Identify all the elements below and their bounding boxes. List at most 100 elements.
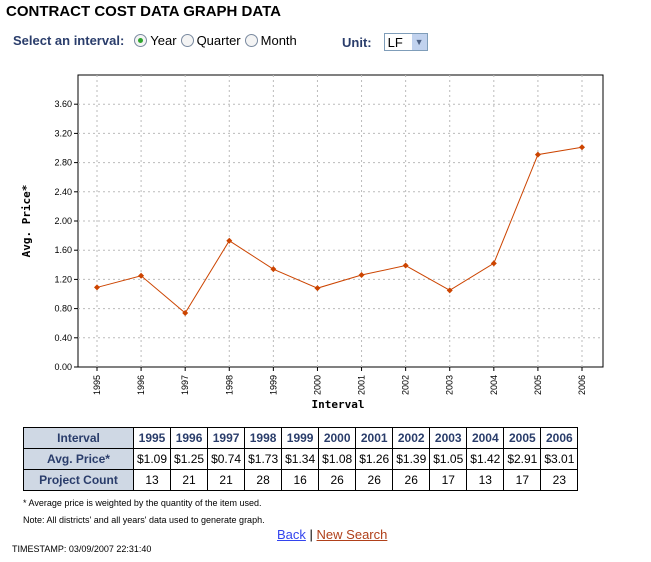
table-cell: 2003 [429, 427, 468, 449]
y-tick-label: 3.60 [54, 99, 72, 109]
table-cell: 17 [429, 469, 468, 491]
timestamp: TIMESTAMP: 03/09/2007 22:31:40 [12, 544, 152, 554]
x-tick-label: 1996 [136, 375, 146, 395]
table-cell: 23 [540, 469, 579, 491]
x-tick-label: 2001 [357, 375, 367, 395]
series-line [96, 146, 583, 314]
data-point [270, 266, 277, 273]
y-tick-label: 3.20 [54, 128, 72, 138]
table-cell: $1.05 [429, 448, 468, 470]
data-point [446, 287, 453, 294]
table-cell: $0.74 [207, 448, 246, 470]
table-cell: $1.39 [392, 448, 431, 470]
table-row: Avg. Price* $1.09 $1.25 $0.74 $1.73 $1.34 $1.0… [23, 448, 579, 470]
radio-month[interactable] [244, 34, 258, 47]
y-tick-label: 2.40 [54, 187, 72, 197]
table-cell: $1.08 [318, 448, 357, 470]
data-point [94, 284, 100, 291]
x-tick-label: 2005 [533, 375, 543, 395]
table-cell: 2006 [540, 427, 579, 449]
table-cell: 1998 [244, 427, 283, 449]
x-tick-label: 1995 [92, 375, 102, 395]
unit-value: LF [387, 34, 403, 50]
table-cell: 13 [132, 469, 172, 491]
y-tick-label: 2.00 [54, 216, 72, 226]
footnote-weighted: * Average price is weighted by the quant… [23, 498, 262, 508]
radio-quarter-label[interactable]: Quarter [196, 33, 241, 48]
table-cell: $1.25 [170, 448, 209, 470]
table-cell: 2002 [392, 427, 431, 449]
nav-links: Back | New Search [277, 527, 387, 542]
x-tick-label: 1999 [268, 375, 278, 395]
data-point [138, 272, 145, 279]
table-cell: 2001 [355, 427, 394, 449]
unit-select[interactable]: LF ▼ [383, 33, 428, 51]
back-link[interactable]: Back [277, 527, 306, 542]
table-cell: $1.09 [132, 448, 172, 470]
radio-quarter[interactable] [180, 34, 194, 47]
x-tick-label: 2004 [489, 375, 499, 395]
y-tick-label: 0.40 [54, 333, 72, 343]
table-cell: 21 [170, 469, 209, 491]
table-cell: 26 [355, 469, 394, 491]
y-tick-label: 0.00 [54, 362, 72, 372]
table-cell: $3.01 [540, 448, 579, 470]
row-header: Project Count [23, 469, 134, 491]
table-cell: $1.34 [281, 448, 320, 470]
table-cell: 21 [207, 469, 246, 491]
table-cell: 2005 [503, 427, 542, 449]
x-tick-label: 2003 [445, 375, 455, 395]
table-cell: 17 [503, 469, 542, 491]
data-point [358, 272, 365, 279]
new-search-link[interactable]: New Search [316, 527, 388, 542]
y-tick-label: 2.80 [54, 158, 72, 168]
data-point [182, 309, 189, 316]
chevron-down-icon[interactable]: ▼ [411, 34, 427, 50]
table-cell: 1996 [170, 427, 209, 449]
table-cell: $1.26 [355, 448, 394, 470]
row-header: Avg. Price* [23, 448, 134, 470]
x-tick-label: 1997 [180, 375, 190, 395]
plot-area [77, 74, 604, 368]
data-point [314, 285, 321, 292]
table-cell: 28 [244, 469, 283, 491]
table-row: Interval 1995 1996 1997 1998 1999 2000 2001 2002… [23, 427, 579, 449]
x-tick-label: 1998 [224, 375, 234, 395]
interval-selector: Select an interval: Year Quarter Month [13, 33, 297, 48]
table-cell: 1999 [281, 427, 320, 449]
x-tick-label: 2002 [401, 375, 411, 395]
table-cell: 13 [466, 469, 505, 491]
data-point [402, 262, 409, 269]
radio-year[interactable] [134, 34, 148, 47]
table-cell: $2.91 [503, 448, 542, 470]
unit-selector: Unit: LF ▼ [342, 33, 428, 51]
table-cell: $1.42 [466, 448, 505, 470]
price-chart: 0.00 0.40 0.80 1.20 1.60 2.00 2.40 2.80 3.20 3.60… [20, 74, 604, 411]
data-point [579, 144, 585, 151]
table-cell: 1997 [207, 427, 246, 449]
footnote-districts: Note: All districts' and all years' data… [23, 515, 265, 525]
x-axis-label: Interval [312, 398, 365, 411]
table-cell: $1.73 [244, 448, 283, 470]
y-tick-label: 0.80 [54, 304, 72, 314]
table-cell: 2004 [466, 427, 505, 449]
row-header: Interval [23, 427, 134, 449]
link-separator: | [309, 527, 313, 542]
x-tick-label: 2006 [577, 375, 587, 395]
unit-label: Unit: [342, 34, 372, 50]
page-title: CONTRACT COST DATA GRAPH DATA [6, 3, 281, 20]
y-tick-label: 1.60 [54, 245, 72, 255]
radio-month-label[interactable]: Month [260, 33, 297, 48]
data-point [534, 151, 541, 158]
radio-year-label[interactable]: Year [150, 33, 177, 48]
y-axis-label: Avg. Price* [20, 185, 33, 258]
table-cell: 26 [392, 469, 431, 491]
table-cell: 26 [318, 469, 357, 491]
table-cell: 1995 [132, 427, 172, 449]
data-point [490, 260, 497, 267]
table-row: Project Count 13 21 21 28 16 26 26 26 17 13 17 23 [23, 469, 579, 491]
table-cell: 16 [281, 469, 320, 491]
table-cell: 2000 [318, 427, 357, 449]
x-tick-label: 2000 [312, 375, 322, 395]
interval-label: Select an interval: [13, 33, 125, 48]
